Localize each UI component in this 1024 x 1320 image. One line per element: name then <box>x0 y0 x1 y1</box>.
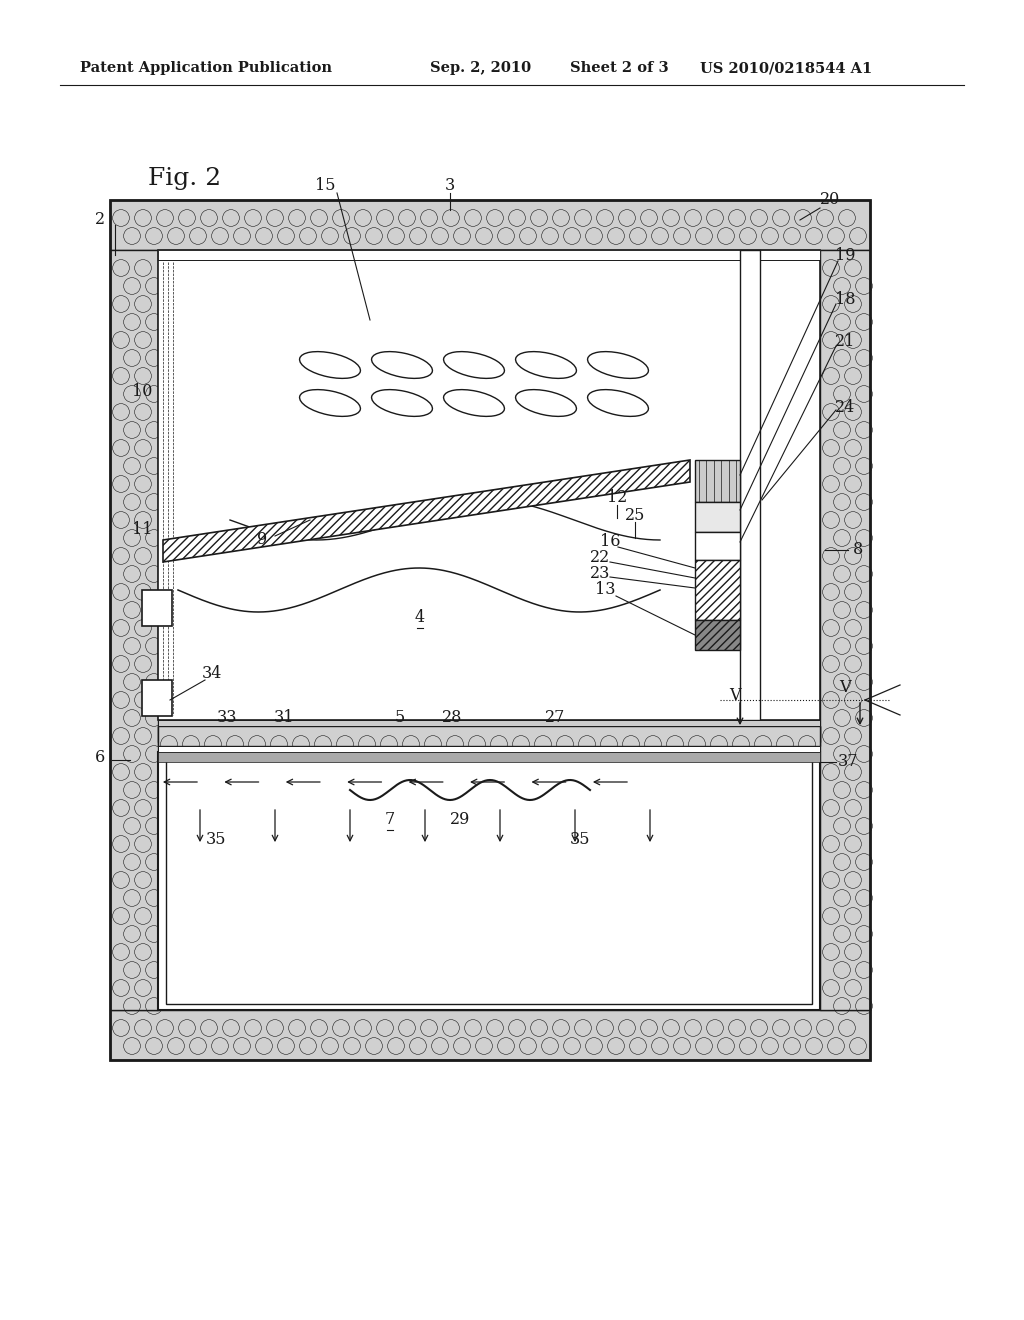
Ellipse shape <box>443 351 505 379</box>
Text: 8: 8 <box>853 541 863 558</box>
Text: US 2010/0218544 A1: US 2010/0218544 A1 <box>700 61 872 75</box>
Text: 24: 24 <box>835 400 855 417</box>
Text: V: V <box>729 686 740 704</box>
Bar <box>110 201 870 1060</box>
Text: 11: 11 <box>132 521 153 539</box>
Text: 29: 29 <box>450 812 470 829</box>
Text: 37: 37 <box>838 754 858 771</box>
Bar <box>158 719 820 726</box>
Ellipse shape <box>300 351 360 379</box>
Text: 5: 5 <box>395 710 406 726</box>
Bar <box>158 752 820 762</box>
Bar <box>695 502 740 532</box>
Text: 31: 31 <box>273 710 294 726</box>
Text: 35: 35 <box>206 832 226 849</box>
Text: 16: 16 <box>600 533 621 550</box>
Polygon shape <box>163 459 690 562</box>
Text: 35: 35 <box>569 832 590 849</box>
Bar <box>158 726 820 742</box>
Bar <box>142 590 172 626</box>
Bar <box>695 532 740 560</box>
Text: 15: 15 <box>314 177 335 194</box>
Ellipse shape <box>300 389 360 416</box>
Text: 10: 10 <box>132 384 153 400</box>
Bar <box>110 1010 870 1060</box>
Text: 27: 27 <box>545 710 565 726</box>
Text: 21: 21 <box>835 334 855 351</box>
Text: 23: 23 <box>590 565 610 582</box>
Bar <box>740 249 760 719</box>
Bar <box>166 758 812 1005</box>
Bar <box>695 560 740 620</box>
Text: 9: 9 <box>257 532 267 549</box>
Text: 22: 22 <box>590 549 610 566</box>
Text: Sheet 2 of 3: Sheet 2 of 3 <box>570 61 669 75</box>
Bar <box>695 459 740 502</box>
Text: Sep. 2, 2010: Sep. 2, 2010 <box>430 61 531 75</box>
Ellipse shape <box>588 351 648 379</box>
Ellipse shape <box>588 389 648 416</box>
Bar <box>110 201 870 249</box>
Bar <box>158 249 820 719</box>
Ellipse shape <box>372 389 432 416</box>
Bar <box>158 726 820 746</box>
Ellipse shape <box>515 351 577 379</box>
Text: 7: 7 <box>385 812 395 829</box>
Bar <box>142 680 172 715</box>
Text: 19: 19 <box>835 247 855 264</box>
Text: 13: 13 <box>595 582 615 598</box>
Bar <box>110 249 158 1010</box>
Bar <box>820 249 870 1010</box>
Text: 6: 6 <box>95 750 105 767</box>
Text: 34: 34 <box>202 665 222 682</box>
Text: 25: 25 <box>625 507 645 524</box>
Text: 18: 18 <box>835 292 855 309</box>
Bar <box>695 620 740 649</box>
Text: Patent Application Publication: Patent Application Publication <box>80 61 332 75</box>
Bar <box>158 746 820 752</box>
Text: Fig. 2: Fig. 2 <box>148 166 221 190</box>
Bar <box>158 752 820 1010</box>
Ellipse shape <box>443 389 505 416</box>
Text: 28: 28 <box>441 710 462 726</box>
Text: V: V <box>840 680 851 697</box>
Ellipse shape <box>515 389 577 416</box>
Text: 2: 2 <box>95 211 105 228</box>
Text: 12: 12 <box>607 490 627 507</box>
Text: 20: 20 <box>820 191 840 209</box>
Text: 33: 33 <box>217 710 238 726</box>
Ellipse shape <box>372 351 432 379</box>
Text: 4: 4 <box>415 610 425 627</box>
Text: 3: 3 <box>444 177 455 194</box>
Bar <box>158 249 820 260</box>
